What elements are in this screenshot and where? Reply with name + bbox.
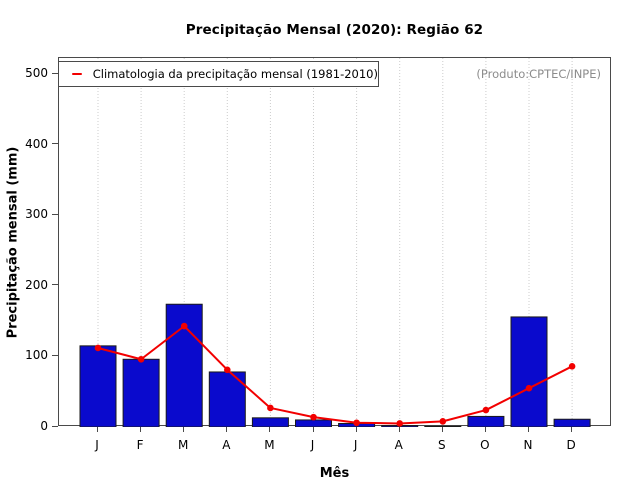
y-tick-mark-0	[52, 425, 58, 427]
x-tick-label-5: J	[310, 438, 315, 452]
x-tick-label-0: J	[95, 438, 99, 452]
x-tick-mark-0	[97, 427, 98, 432]
legend-line-swatch	[72, 73, 82, 75]
x-tick-mark-4	[269, 427, 271, 432]
x-tick-mark-3	[226, 427, 228, 432]
climatology-point-4	[267, 404, 274, 412]
climatology-point-6	[353, 419, 360, 427]
y-tick-mark-500	[52, 72, 58, 74]
y-tick-label-100: 100	[25, 348, 48, 363]
x-tick-label-10: N	[523, 438, 533, 452]
bar-J	[295, 419, 332, 427]
y-tick-mark-400	[52, 143, 58, 145]
y-tick-mark-100	[52, 354, 58, 356]
y-tick-label-200: 200	[25, 277, 48, 292]
x-tick-mark-7	[398, 427, 400, 432]
x-tick-mark-5	[312, 427, 314, 432]
x-tick-mark-8	[441, 427, 443, 432]
bar-S	[424, 425, 462, 427]
y-tick-mark-200	[52, 284, 58, 286]
y-tick-label-0: 0	[40, 419, 48, 433]
bar-O	[467, 415, 505, 427]
y-tick-mark-300	[52, 213, 58, 215]
bar-N	[510, 316, 548, 427]
plot-area: Climatologia da precipitação mensal (198…	[58, 57, 611, 427]
bar-D	[553, 418, 591, 427]
climatology-point-5	[310, 413, 317, 421]
bar-M	[165, 303, 203, 427]
product-watermark: (Produto:CPTEC/INPE)	[476, 67, 601, 81]
bar-M	[251, 417, 289, 427]
climatology-point-8	[439, 418, 447, 425]
chart-title: Precipitação Mensal (2020): Região 62	[185, 22, 484, 38]
x-axis-title: Mês	[319, 466, 350, 481]
x-tick-label-3: A	[222, 438, 231, 452]
y-tick-label-500: 500	[25, 66, 48, 81]
y-tick-label-400: 400	[25, 136, 48, 151]
x-tick-mark-1	[140, 427, 142, 432]
bar-J	[79, 345, 117, 427]
y-axis-title: Precipitação mensal (mm)	[5, 146, 21, 339]
x-tick-label-8: S	[437, 438, 446, 452]
chart-canvas	[79, 58, 591, 427]
legend-label: Climatologia da precipitação mensal (198…	[92, 67, 378, 81]
x-tick-mark-6	[355, 427, 357, 432]
y-tick-label-300: 300	[25, 207, 48, 222]
x-tick-label-1: F	[136, 438, 144, 452]
x-tick-label-4: M	[264, 438, 275, 452]
legend: Climatologia da precipitação mensal (198…	[58, 61, 379, 87]
x-tick-label-7: A	[394, 438, 403, 452]
climatology-point-10	[525, 384, 533, 392]
x-tick-label-6: J	[353, 438, 358, 452]
climatology-point-1	[137, 355, 145, 363]
x-tick-label-9: O	[480, 438, 490, 452]
climatology-point-7	[396, 420, 404, 427]
climatology-point-0	[94, 344, 102, 352]
climatology-point-9	[482, 406, 490, 414]
x-tick-label-2: M	[178, 438, 189, 452]
bar-F	[122, 358, 160, 427]
x-tick-mark-9	[484, 427, 486, 432]
climatology-point-2	[180, 322, 188, 330]
x-tick-mark-11	[571, 427, 573, 432]
x-tick-mark-10	[528, 427, 529, 432]
climatology-point-3	[224, 366, 231, 374]
x-tick-mark-2	[183, 427, 185, 432]
climatology-point-11	[568, 363, 576, 370]
x-tick-label-11: D	[566, 438, 576, 452]
climatology-line	[97, 325, 573, 425]
